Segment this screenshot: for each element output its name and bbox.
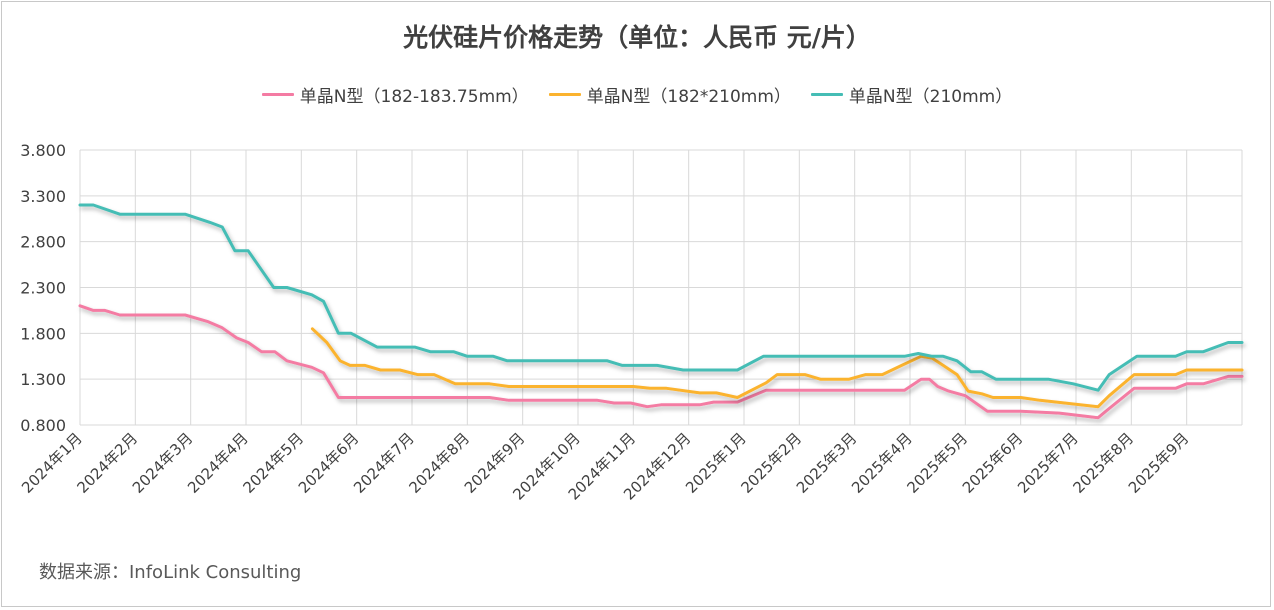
legend-item-210[interactable]: 单晶N型（210mm） <box>810 82 1013 107</box>
y-tick-label: 3.800 <box>20 141 66 160</box>
y-tick-label: 2.800 <box>20 233 66 252</box>
series-line-1 <box>310 327 1244 409</box>
series-line-0 <box>78 304 1244 420</box>
legend-label: 单晶N型（182*210mm） <box>586 87 791 107</box>
legend-label: 单晶N型（210mm） <box>848 87 1013 107</box>
legend: 单晶N型（182-183.75mm） 单晶N型（182*210mm） 单晶N型（… <box>0 82 1274 107</box>
y-tick-label: 1.800 <box>20 324 66 343</box>
series-line-2 <box>78 203 1244 392</box>
y-tick-label: 1.300 <box>20 370 66 389</box>
x-tick-label: 2025年9月 <box>1125 429 1193 497</box>
legend-item-182[interactable]: 单晶N型（182-183.75mm） <box>261 82 529 107</box>
y-tick-label: 3.300 <box>20 187 66 206</box>
data-source: 数据来源：InfoLink Consulting <box>39 562 302 583</box>
y-tick-label: 0.800 <box>20 416 66 435</box>
y-tick-label: 2.300 <box>20 279 66 298</box>
legend-swatch <box>548 93 581 96</box>
legend-swatch <box>810 93 843 96</box>
legend-label: 单晶N型（182-183.75mm） <box>299 87 529 107</box>
legend-item-182x210[interactable]: 单晶N型（182*210mm） <box>548 82 791 107</box>
chart-title: 光伏硅片价格走势（单位：人民币 元/片） <box>403 23 871 52</box>
legend-swatch <box>261 93 294 96</box>
